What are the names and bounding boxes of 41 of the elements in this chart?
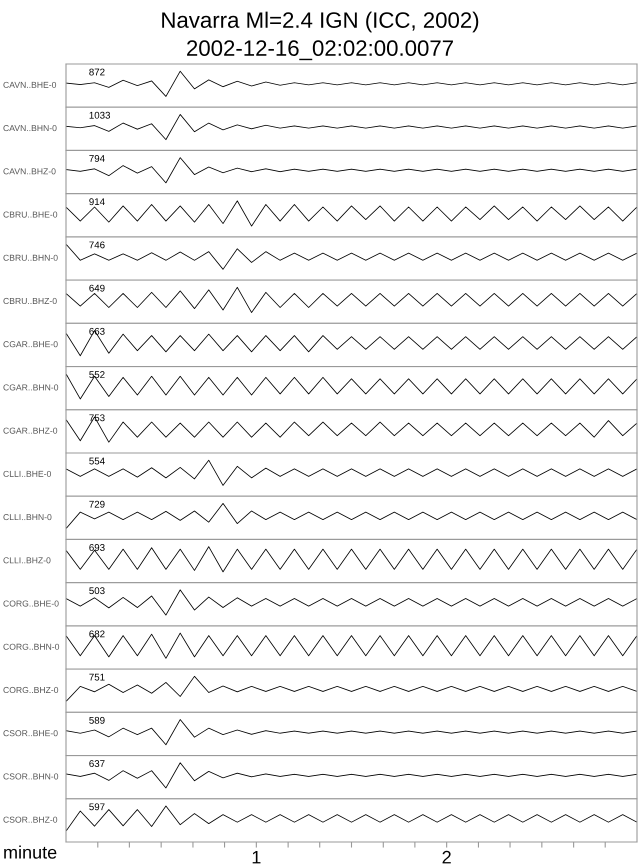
y-axis-title: CGAR..BHZ-0 bbox=[3, 428, 58, 434]
y-axis-title: CLLI..BHN-0 bbox=[3, 514, 52, 520]
y-axis-title: CAVN..BHZ-0 bbox=[3, 168, 56, 174]
x-tick-label: 1 bbox=[252, 850, 260, 864]
chart-subtitle: 2002-12-16_02:02:00.0077 bbox=[187, 40, 453, 60]
annotation: 794 bbox=[89, 155, 105, 162]
annotation: 637 bbox=[89, 760, 105, 768]
y-axis-title: CBRU..BHN-0 bbox=[3, 254, 58, 261]
annotation: 751 bbox=[89, 674, 105, 681]
y-axis-title: CAVN..BHE-0 bbox=[3, 82, 56, 88]
annotation: 663 bbox=[89, 328, 105, 335]
y-axis-title: CGAR..BHE-0 bbox=[3, 341, 58, 348]
annotation: 649 bbox=[89, 284, 105, 292]
y-axis-title: CSOR..BHN-0 bbox=[3, 773, 58, 780]
annotation: 693 bbox=[89, 544, 105, 551]
annotation: 682 bbox=[89, 630, 105, 638]
annotation: 914 bbox=[89, 198, 105, 206]
annotation: 753 bbox=[89, 414, 105, 422]
annotation: 746 bbox=[89, 241, 105, 248]
annotation: 872 bbox=[89, 68, 105, 76]
y-axis-title: CSOR..BHE-0 bbox=[3, 730, 58, 736]
annotation: 554 bbox=[89, 458, 105, 464]
y-axis-title: CBRU..BHE-0 bbox=[3, 211, 58, 218]
x-tick-label: 2 bbox=[442, 850, 451, 864]
y-axis-title: CLLI..BHE-0 bbox=[3, 470, 51, 477]
y-axis-title: CSOR..BHZ-0 bbox=[3, 816, 58, 823]
y-axis-title: CORG..BHN-0 bbox=[3, 644, 60, 650]
y-axis-title: CBRU..BHZ-0 bbox=[3, 298, 57, 304]
y-axis-title: CORG..BHE-0 bbox=[3, 600, 59, 607]
annotation: 597 bbox=[89, 803, 105, 810]
y-axis-title: CORG..BHZ-0 bbox=[3, 686, 58, 694]
y-axis-title: CAVN..BHN-0 bbox=[3, 125, 57, 132]
annotation: 729 bbox=[89, 500, 105, 508]
annotation: 503 bbox=[89, 587, 105, 594]
x-axis-title: minute bbox=[4, 845, 56, 859]
chart-title: Navarra Ml=2.4 IGN (ICC, 2002) bbox=[162, 12, 478, 32]
y-axis-title: CLLI..BHZ-0 bbox=[3, 557, 51, 564]
annotation: 1033 bbox=[90, 112, 110, 119]
annotation: 552 bbox=[89, 371, 105, 378]
annotation: 589 bbox=[89, 716, 105, 724]
y-axis-title: CGAR..BHN-0 bbox=[3, 384, 58, 390]
